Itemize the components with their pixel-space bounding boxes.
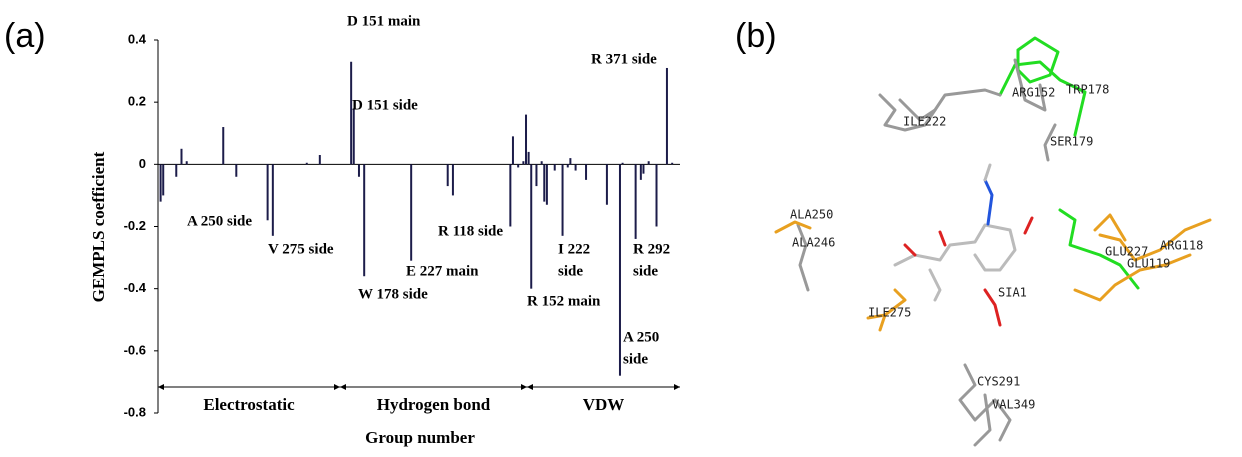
bar [569, 158, 571, 164]
annotation: R 371 side [591, 51, 657, 67]
section-label: VDW [583, 395, 625, 414]
residue-label: ILE275 [868, 306, 911, 320]
bar [512, 136, 514, 164]
bar [575, 164, 577, 170]
bar [509, 164, 511, 226]
bar [562, 164, 564, 235]
bar [530, 164, 532, 288]
bar [543, 164, 545, 201]
bar [640, 164, 642, 180]
y-tick-label: -0.8 [124, 404, 146, 419]
residue-label: ALA250 [790, 208, 833, 222]
y-tick-label: 0.2 [128, 94, 146, 109]
y-tick-label: 0.4 [128, 31, 147, 46]
annotation: R 292 [633, 241, 670, 257]
structure-labels: ILE222 ARG152 TRP178 SER179 ALA250 ALA24… [790, 83, 1203, 412]
annotation: A 250 side [187, 213, 252, 229]
bar [535, 164, 537, 186]
y-tick-label: -0.2 [124, 218, 146, 233]
bar [522, 161, 524, 164]
annotation: A 250 [623, 329, 659, 345]
arrow-head [674, 384, 680, 390]
bar [642, 164, 644, 173]
bar [619, 164, 621, 375]
bar [648, 161, 650, 164]
y-tick-label: -0.4 [124, 280, 147, 295]
bar [567, 164, 569, 167]
arrow-head [334, 384, 340, 390]
arrow-head [340, 384, 346, 390]
bar [306, 163, 308, 165]
bar [353, 108, 355, 164]
annotation: V 275 side [268, 241, 334, 257]
bar [635, 164, 637, 239]
arrow-head [527, 384, 533, 390]
annotation: R 118 side [438, 223, 503, 239]
bar [180, 149, 182, 165]
bar [528, 152, 530, 164]
annotation: E 227 main [406, 263, 479, 279]
residue-label: ALA246 [792, 236, 835, 250]
residue-label: ARG152 [1012, 86, 1055, 100]
bar [546, 164, 548, 204]
residue-label: GLU119 [1127, 257, 1170, 271]
bar [175, 164, 177, 176]
y-axis-label: GEMPLS coefficient [89, 151, 108, 302]
bar [235, 164, 237, 176]
bar [671, 163, 673, 165]
panel-label: (b) [735, 17, 777, 55]
bar [186, 161, 188, 164]
y-tick-label: -0.6 [124, 342, 146, 357]
y-tick-label: 0 [139, 156, 146, 171]
annotation: side [558, 263, 583, 279]
bar [541, 161, 543, 164]
bar [554, 164, 556, 170]
panel-label: (a) [4, 17, 46, 55]
bar [447, 164, 449, 186]
arrow-head [158, 384, 164, 390]
bar [606, 164, 608, 204]
bar [410, 164, 412, 260]
bar [452, 164, 454, 195]
residue-label: CYS291 [977, 375, 1020, 389]
residue-label: TRP178 [1066, 83, 1109, 97]
residue-label: SER179 [1050, 135, 1093, 149]
annotation: R 152 main [527, 293, 601, 309]
bar [267, 164, 269, 220]
bar [160, 164, 162, 201]
bar [622, 163, 624, 165]
annotation: W 178 side [358, 286, 428, 302]
annotation: D 151 side [352, 97, 418, 113]
bar [363, 164, 365, 276]
bar [517, 164, 519, 167]
section-label: Hydrogen bond [377, 395, 491, 414]
residue-label: ARG118 [1160, 239, 1203, 253]
figure: (a) (b) Group number GEMPLS coefficient … [0, 0, 1242, 457]
annotation: side [623, 351, 648, 367]
bar [162, 164, 164, 195]
annotation: side [633, 263, 658, 279]
bar [525, 115, 527, 165]
bar [222, 127, 224, 164]
bar [319, 155, 321, 164]
arrow-head [521, 384, 527, 390]
annotation: I 222 [558, 241, 590, 257]
bar [666, 68, 668, 164]
annotation: D 151 main [347, 13, 421, 29]
residue-label: SIA1 [998, 286, 1027, 300]
x-axis-label: Group number [365, 428, 475, 447]
bar [272, 164, 274, 235]
bar [358, 164, 360, 176]
bar [585, 164, 587, 180]
bar [656, 164, 658, 226]
residue-label: VAL349 [992, 398, 1035, 412]
residue-label: ILE222 [903, 115, 946, 129]
section-label: Electrostatic [203, 395, 295, 414]
